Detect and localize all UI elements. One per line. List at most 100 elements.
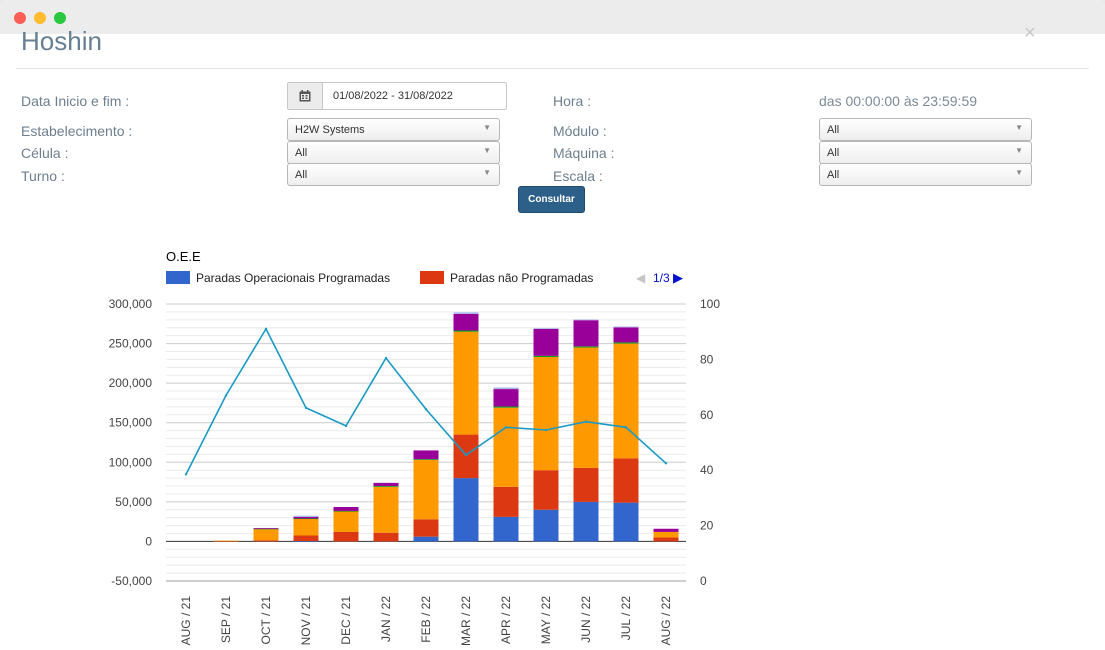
bar-segment — [253, 528, 279, 530]
estabelecimento-label: Estabelecimento : — [21, 123, 133, 139]
bar-segment — [533, 328, 559, 356]
legend-label-nao-programadas[interactable]: Paradas não Programadas — [450, 271, 594, 285]
chevron-down-icon: ▼ — [1015, 123, 1023, 132]
bar-segment — [613, 342, 639, 344]
y-right-tick-label: 80 — [700, 352, 714, 366]
bar-segment — [453, 434, 479, 479]
x-tick-label: MAR / 22 — [459, 596, 473, 646]
close-window-button[interactable] — [14, 12, 26, 24]
x-tick-label: AUG / 21 — [179, 596, 193, 646]
bar-segment — [653, 537, 679, 542]
close-icon[interactable]: × — [1024, 22, 1036, 44]
calendar-icon[interactable] — [288, 83, 323, 109]
oee-point — [544, 428, 548, 432]
modulo-select[interactable]: All ▼ — [819, 118, 1032, 141]
legend-swatch-programadas — [166, 271, 190, 284]
oee-point — [304, 406, 308, 410]
oee-point — [184, 473, 188, 476]
x-tick-label: JUL / 22 — [619, 596, 633, 641]
y-left-tick-label: 250,000 — [109, 337, 153, 351]
bar-segment — [493, 406, 519, 408]
bar-segment — [613, 458, 639, 503]
estabelecimento-select[interactable]: H2W Systems ▼ — [287, 118, 500, 141]
y-right-tick-label: 60 — [700, 408, 714, 422]
modulo-value: All — [827, 124, 840, 136]
bar-segment — [573, 501, 599, 542]
bar-segment — [373, 486, 399, 533]
hora-value: das 00:00:00 às 23:59:59 — [819, 93, 978, 109]
bar-segment — [413, 459, 439, 460]
oee-point — [584, 420, 588, 423]
y-right-tick-label: 40 — [700, 463, 714, 477]
bar-segment — [373, 482, 399, 487]
bar-segment — [613, 326, 639, 328]
bar-segment — [533, 470, 559, 510]
estabelecimento-value: H2W Systems — [295, 124, 365, 136]
legend-next-icon[interactable]: ▶ — [673, 270, 683, 285]
bar-segment — [413, 450, 439, 460]
page-title: Hoshin — [21, 26, 102, 56]
y-right-tick-label: 100 — [700, 297, 720, 311]
legend-prev-icon[interactable]: ◀ — [636, 271, 646, 285]
bar-segment — [653, 528, 679, 532]
bar-segment — [573, 319, 599, 321]
bar-segment — [533, 355, 559, 358]
date-range-field[interactable]: 01/08/2022 - 31/08/2022 — [287, 82, 507, 110]
bar-segment — [573, 347, 599, 468]
bar-segment — [573, 346, 599, 348]
escala-label: Escala : — [553, 168, 603, 184]
chevron-down-icon: ▼ — [483, 168, 491, 177]
turno-select[interactable]: All ▼ — [287, 163, 500, 186]
hora-label: Hora : — [553, 93, 592, 109]
oee-point — [624, 426, 628, 429]
y-left-tick-label: 300,000 — [109, 297, 153, 311]
turno-value: All — [295, 169, 308, 181]
bar-segment — [573, 467, 599, 502]
bar-segment — [293, 516, 319, 519]
legend-swatch-nao-programadas — [420, 271, 444, 284]
bar-segment — [333, 511, 359, 532]
y-left-tick-label: 50,000 — [115, 495, 152, 509]
bar-segment — [613, 502, 639, 542]
y-left-tick-label: -50,000 — [111, 574, 152, 588]
bar-segment — [333, 507, 359, 511]
bar-segment — [373, 532, 399, 542]
zoom-window-button[interactable] — [54, 12, 66, 24]
maquina-label: Máquina : — [553, 145, 615, 161]
x-tick-label: AUG / 22 — [659, 596, 673, 646]
x-tick-label: FEB / 22 — [419, 596, 433, 643]
oee-chart: 300,000 250,000 200,000 150,000 100,000 50,00… — [109, 297, 721, 646]
minimize-window-button[interactable] — [34, 12, 46, 24]
bar-segment — [453, 331, 479, 435]
bar-segment — [453, 313, 479, 331]
bar-segment — [253, 529, 279, 541]
y-left-tick-label: 200,000 — [109, 376, 153, 390]
legend-label-programadas[interactable]: Paradas Operacionais Programadas — [196, 271, 391, 285]
bar-segment — [613, 343, 639, 459]
oee-point — [424, 408, 428, 411]
bar-segment — [293, 515, 319, 517]
bar-segment — [493, 486, 519, 517]
bar-segment — [373, 486, 399, 487]
consultar-button[interactable]: Consultar — [518, 186, 585, 213]
title-bar — [0, 0, 1105, 35]
bar-segment — [493, 516, 519, 542]
bar-segment — [293, 541, 319, 542]
bar-segment — [213, 540, 239, 542]
escala-value: All — [827, 169, 840, 181]
bar-segment — [333, 531, 359, 542]
oee-point — [344, 424, 348, 428]
bar-segment — [493, 407, 519, 487]
x-tick-label: APR / 22 — [499, 596, 513, 644]
date-range-label: Data Inicio e fim : — [21, 93, 130, 109]
bar-segment — [533, 328, 559, 329]
x-tick-label: DEC / 21 — [339, 596, 353, 645]
bar-segment — [573, 320, 599, 347]
chevron-down-icon: ▼ — [1015, 168, 1023, 177]
date-range-value: 01/08/2022 - 31/08/2022 — [333, 90, 453, 102]
bar-segment — [493, 387, 519, 390]
bar-segment — [613, 327, 639, 343]
chevron-down-icon: ▼ — [483, 123, 491, 132]
escala-select[interactable]: All ▼ — [819, 163, 1032, 186]
